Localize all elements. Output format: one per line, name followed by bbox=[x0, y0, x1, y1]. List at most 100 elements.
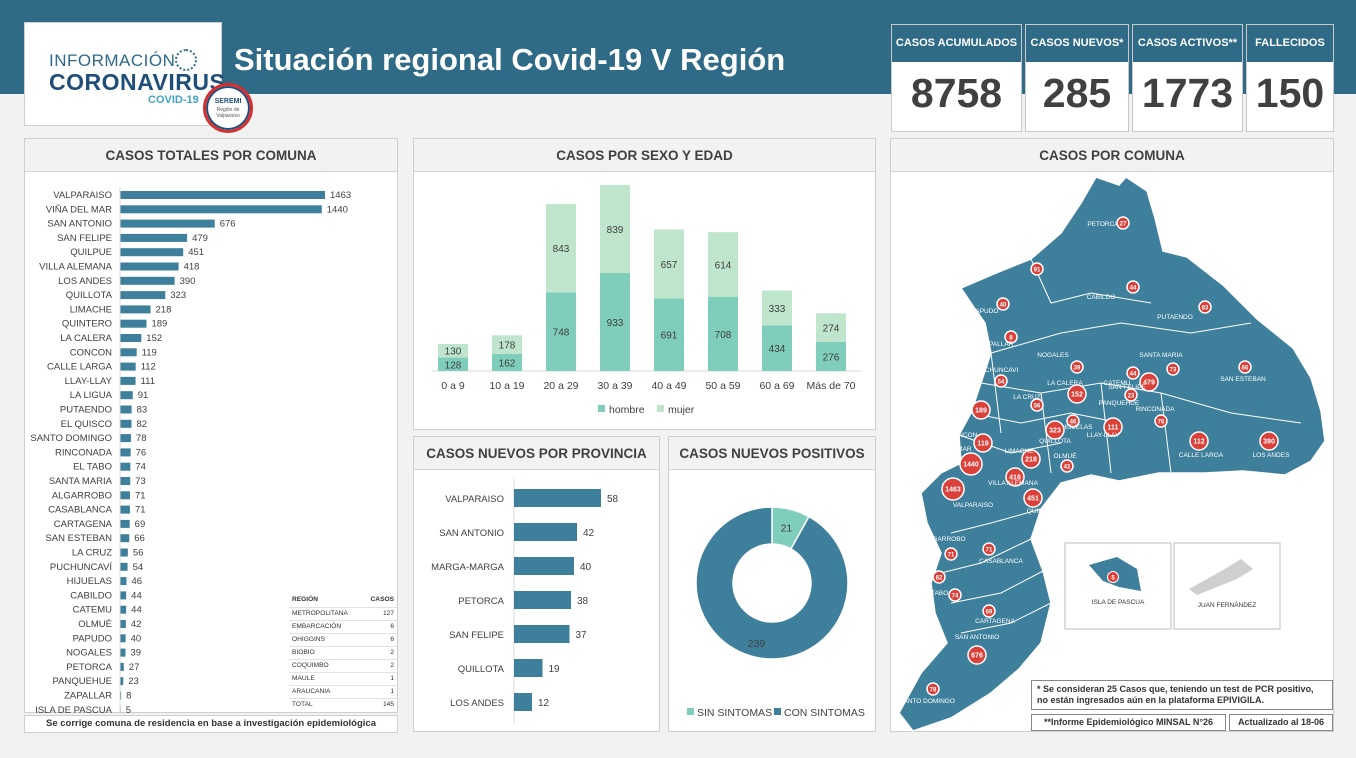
sexo-value-label: 748 bbox=[553, 328, 570, 339]
juan-fernandez-inset bbox=[1173, 542, 1281, 630]
comuna-bar bbox=[120, 462, 131, 471]
map-comuna-label: NOGALES bbox=[1037, 352, 1069, 359]
map-marker-value: 111 bbox=[1108, 425, 1119, 432]
map-marker-value: 83 bbox=[1202, 306, 1209, 312]
provincia-value: 12 bbox=[538, 698, 550, 709]
sexo-bar-hombre bbox=[762, 325, 792, 371]
kpi-value: 8758 bbox=[910, 70, 1003, 116]
legend-swatch-mujer bbox=[657, 405, 664, 412]
comuna-label: CALLE LARGA bbox=[47, 362, 113, 373]
kpi-casos-activos: CASOS ACTIVOS** 1773 bbox=[1132, 24, 1243, 132]
comuna-panel: CASOS TOTALES POR COMUNA VALPARAISO 1463 V… bbox=[24, 138, 398, 713]
comuna-label: SAN ANTONIO bbox=[47, 219, 112, 230]
comuna-bar bbox=[120, 677, 124, 686]
provincia-panel-title: CASOS NUEVOS POR PROVINCIA bbox=[414, 437, 659, 470]
sexo-bar-mujer bbox=[546, 203, 576, 293]
map-marker-value: 66 bbox=[1242, 366, 1249, 372]
map-marker bbox=[1154, 414, 1168, 428]
comuna-value: 152 bbox=[146, 333, 162, 344]
region-casos: 6 bbox=[362, 632, 397, 646]
comuna-value: 76 bbox=[136, 447, 147, 458]
comuna-bar bbox=[120, 419, 132, 428]
map-marker-value: 23 bbox=[1128, 394, 1135, 400]
comuna-value: 91 bbox=[138, 390, 149, 401]
map-marker bbox=[1139, 372, 1159, 392]
comuna-label: CABILDO bbox=[70, 590, 112, 601]
sexo-bar-mujer bbox=[708, 232, 738, 297]
sexo-bar-mujer bbox=[654, 229, 684, 299]
age-group-label: 20 a 29 bbox=[543, 380, 578, 392]
provincia-bar bbox=[514, 557, 574, 575]
sexo-bar-hombre bbox=[708, 296, 738, 371]
provincia-label: SAN FELIPE bbox=[449, 630, 504, 641]
map-marker-value: 78 bbox=[930, 688, 937, 694]
region-casos: 2 bbox=[362, 645, 397, 659]
region-name: COQUIMBO bbox=[289, 658, 363, 672]
map-marker bbox=[1238, 360, 1252, 374]
isla-de-pascua-label: ISLA DE PASCUA bbox=[1092, 599, 1145, 606]
comuna-bar bbox=[120, 362, 136, 371]
seal-text-bottom: Región de Valparaíso bbox=[216, 107, 240, 119]
comuna-bar bbox=[120, 276, 175, 285]
region-table-row: EMBARCACIÓN 6 bbox=[289, 619, 397, 633]
map-marker bbox=[973, 433, 993, 453]
virus-icon bbox=[175, 49, 197, 71]
legend-label-mujer: mujer bbox=[668, 404, 695, 416]
provincia-label: PETORCA bbox=[458, 596, 504, 607]
map-marker bbox=[1060, 459, 1074, 473]
map-marker-value: 44 bbox=[1130, 372, 1137, 378]
comuna-value: 23 bbox=[128, 676, 139, 687]
map-comuna-label: CALLE LARGA bbox=[1179, 452, 1224, 459]
provincia-bar bbox=[514, 625, 570, 643]
comuna-bar bbox=[120, 376, 136, 385]
juan-fernandez-shape bbox=[1189, 559, 1253, 595]
map-marker bbox=[967, 645, 987, 665]
comuna-bar bbox=[120, 548, 128, 557]
comuna-bar bbox=[120, 477, 131, 485]
age-group-label: Más de 70 bbox=[806, 380, 855, 392]
comuna-bar bbox=[120, 577, 127, 586]
kpi-value: 1773 bbox=[1141, 70, 1234, 116]
map-comuna-label: PAPUDO bbox=[972, 308, 999, 315]
comuna-label: QUILLOTA bbox=[66, 290, 113, 301]
comuna-bar bbox=[120, 391, 133, 400]
sexo-value-label: 130 bbox=[445, 347, 462, 358]
provincia-value: 19 bbox=[549, 664, 561, 675]
map-comuna-label: ZAPALLAR bbox=[981, 341, 1014, 348]
sexo-bar-hombre bbox=[654, 298, 684, 371]
map-marker bbox=[948, 588, 962, 602]
map-marker bbox=[926, 682, 940, 696]
legend-swatch-hombre bbox=[598, 405, 605, 412]
comuna-value: 71 bbox=[135, 490, 146, 501]
kpi-value: 150 bbox=[1255, 70, 1325, 116]
legend-label-hombre: hombre bbox=[609, 404, 645, 416]
comuna-label: SANTO DOMINGO bbox=[30, 433, 112, 444]
comuna-value: 69 bbox=[135, 519, 146, 530]
donut-legend-label: SIN SINTOMAS bbox=[697, 707, 772, 719]
provincia-panel: CASOS NUEVOS POR PROVINCIA VALPARAISO 58 S… bbox=[413, 436, 660, 732]
comuna-label: OLMUÉ bbox=[78, 619, 112, 630]
source-note: **Informe Epidemiológico MINSAL N°26 bbox=[1031, 714, 1226, 731]
map-comuna-label: PUCHUNCAVI bbox=[976, 367, 1019, 374]
provincia-value: 42 bbox=[583, 528, 595, 539]
comuna-value: 82 bbox=[136, 419, 147, 430]
comuna-value: 83 bbox=[137, 405, 148, 416]
age-group-label: 30 a 39 bbox=[597, 380, 632, 392]
map-comuna-label: VALPARAISO bbox=[953, 502, 993, 509]
comuna-value: 56 bbox=[133, 548, 144, 559]
map-marker bbox=[1126, 280, 1140, 294]
comuna-value: 54 bbox=[133, 562, 144, 573]
map-marker bbox=[1189, 431, 1209, 451]
comuna-bar bbox=[120, 491, 130, 500]
map-marker-value: 451 bbox=[1027, 496, 1039, 503]
comuna-bar bbox=[120, 291, 166, 300]
comuna-value: 42 bbox=[131, 619, 142, 630]
map-marker-value: 69 bbox=[986, 610, 993, 616]
map-marker bbox=[982, 604, 996, 618]
map-comuna-label: HIJUELAS bbox=[1061, 424, 1093, 431]
comuna-label: LA LIGUA bbox=[70, 390, 113, 401]
comuna-bar bbox=[120, 505, 130, 514]
comuna-label: ZAPALLAR bbox=[64, 691, 112, 702]
comuna-value: 27 bbox=[129, 662, 140, 673]
comuna-label: PUTAENDO bbox=[60, 405, 112, 416]
